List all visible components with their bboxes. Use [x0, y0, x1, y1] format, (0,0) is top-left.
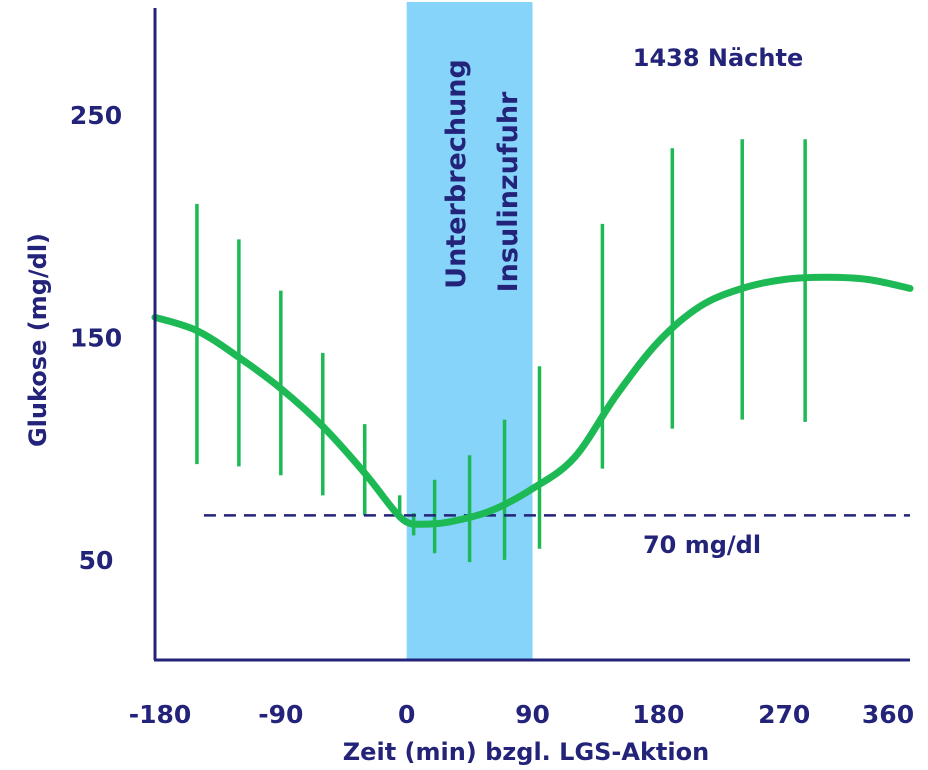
y-axis-label: Glukose (mg/dl) [24, 233, 52, 447]
x-axis-label: Zeit (min) bzgl. LGS-Aktion [343, 738, 709, 766]
x-tick-label: 0 [398, 700, 415, 729]
x-tick-label: -90 [258, 700, 303, 729]
band-label-line2: Insulinzufuhr [493, 91, 524, 292]
x-tick-label: 270 [758, 700, 810, 729]
x-tick-label: 90 [515, 700, 550, 729]
nights-annotation: 1438 Nächte [633, 44, 804, 72]
y-tick-label: 150 [70, 323, 122, 352]
x-tick-labels: -180 -90 0 90 180 270 360 [129, 700, 914, 729]
threshold-label: 70 mg/dl [643, 531, 761, 559]
band-label-line1: Unterbrechung [441, 59, 472, 289]
x-tick-label: 180 [632, 700, 684, 729]
y-tick-label: 250 [70, 101, 122, 130]
y-tick-label: 50 [79, 546, 114, 575]
x-tick-label: 360 [862, 700, 914, 729]
mean-glucose-line [151, 273, 914, 528]
y-tick-labels: 50 150 250 [70, 101, 122, 575]
x-tick-label: -180 [129, 700, 192, 729]
